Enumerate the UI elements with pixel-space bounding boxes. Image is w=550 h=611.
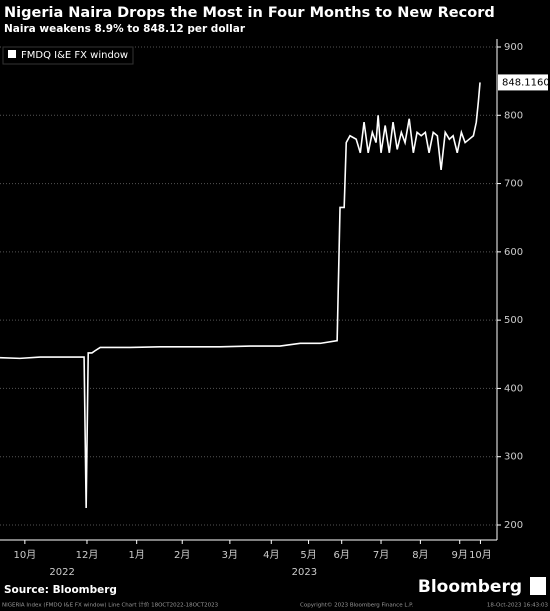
x-tick-label: 3月: [222, 549, 238, 561]
footer-text: NIGERIA Index (FMDQ I&E FX window) Line …: [2, 601, 219, 609]
line-series: [0, 82, 481, 508]
brand: Bloomberg: [418, 577, 522, 597]
year-label: 2023: [292, 567, 317, 578]
x-tick-label: 5月: [300, 549, 316, 561]
y-tick-label: 900: [504, 42, 523, 53]
legend-swatch: [8, 50, 16, 58]
x-tick-label: 10月: [469, 549, 492, 561]
value-label-box: [498, 74, 548, 91]
chart-title: Nigeria Naira Drops the Most in Four Mon…: [4, 5, 495, 21]
x-tick-label: 8月: [412, 549, 428, 561]
footer-text: Copyright© 2023 Bloomberg Finance L.P.: [300, 602, 414, 609]
legend-box: [2, 46, 134, 65]
y-tick-label: 500: [504, 315, 523, 326]
legend-label: FMDQ I&E FX window: [21, 50, 128, 61]
x-tick-label: 2月: [174, 549, 190, 561]
y-tick-label: 600: [504, 247, 523, 258]
year-label: 2022: [49, 567, 74, 578]
y-tick-label: 300: [504, 452, 523, 463]
x-tick-label: 7月: [373, 549, 389, 561]
x-tick-label: 6月: [334, 549, 350, 561]
y-tick-label: 700: [504, 179, 523, 190]
x-tick-label: 12月: [76, 549, 99, 561]
value-label: 848.1160: [502, 77, 550, 88]
x-tick-label: 4月: [263, 549, 279, 561]
y-tick-label: 800: [504, 110, 523, 121]
brand-icon: [530, 577, 546, 595]
y-tick-label: 400: [504, 383, 523, 394]
chart-subtitle: Naira weakens 8.9% to 848.12 per dollar: [4, 23, 246, 35]
footer-text: 18-Oct-2023 16:43:03: [487, 603, 549, 609]
x-tick-label: 1月: [128, 549, 144, 561]
y-tick-label: 200: [504, 520, 523, 531]
x-tick-label: 9月: [452, 549, 468, 561]
source: Source: Bloomberg: [4, 584, 117, 596]
x-tick-label: 10月: [13, 549, 36, 561]
